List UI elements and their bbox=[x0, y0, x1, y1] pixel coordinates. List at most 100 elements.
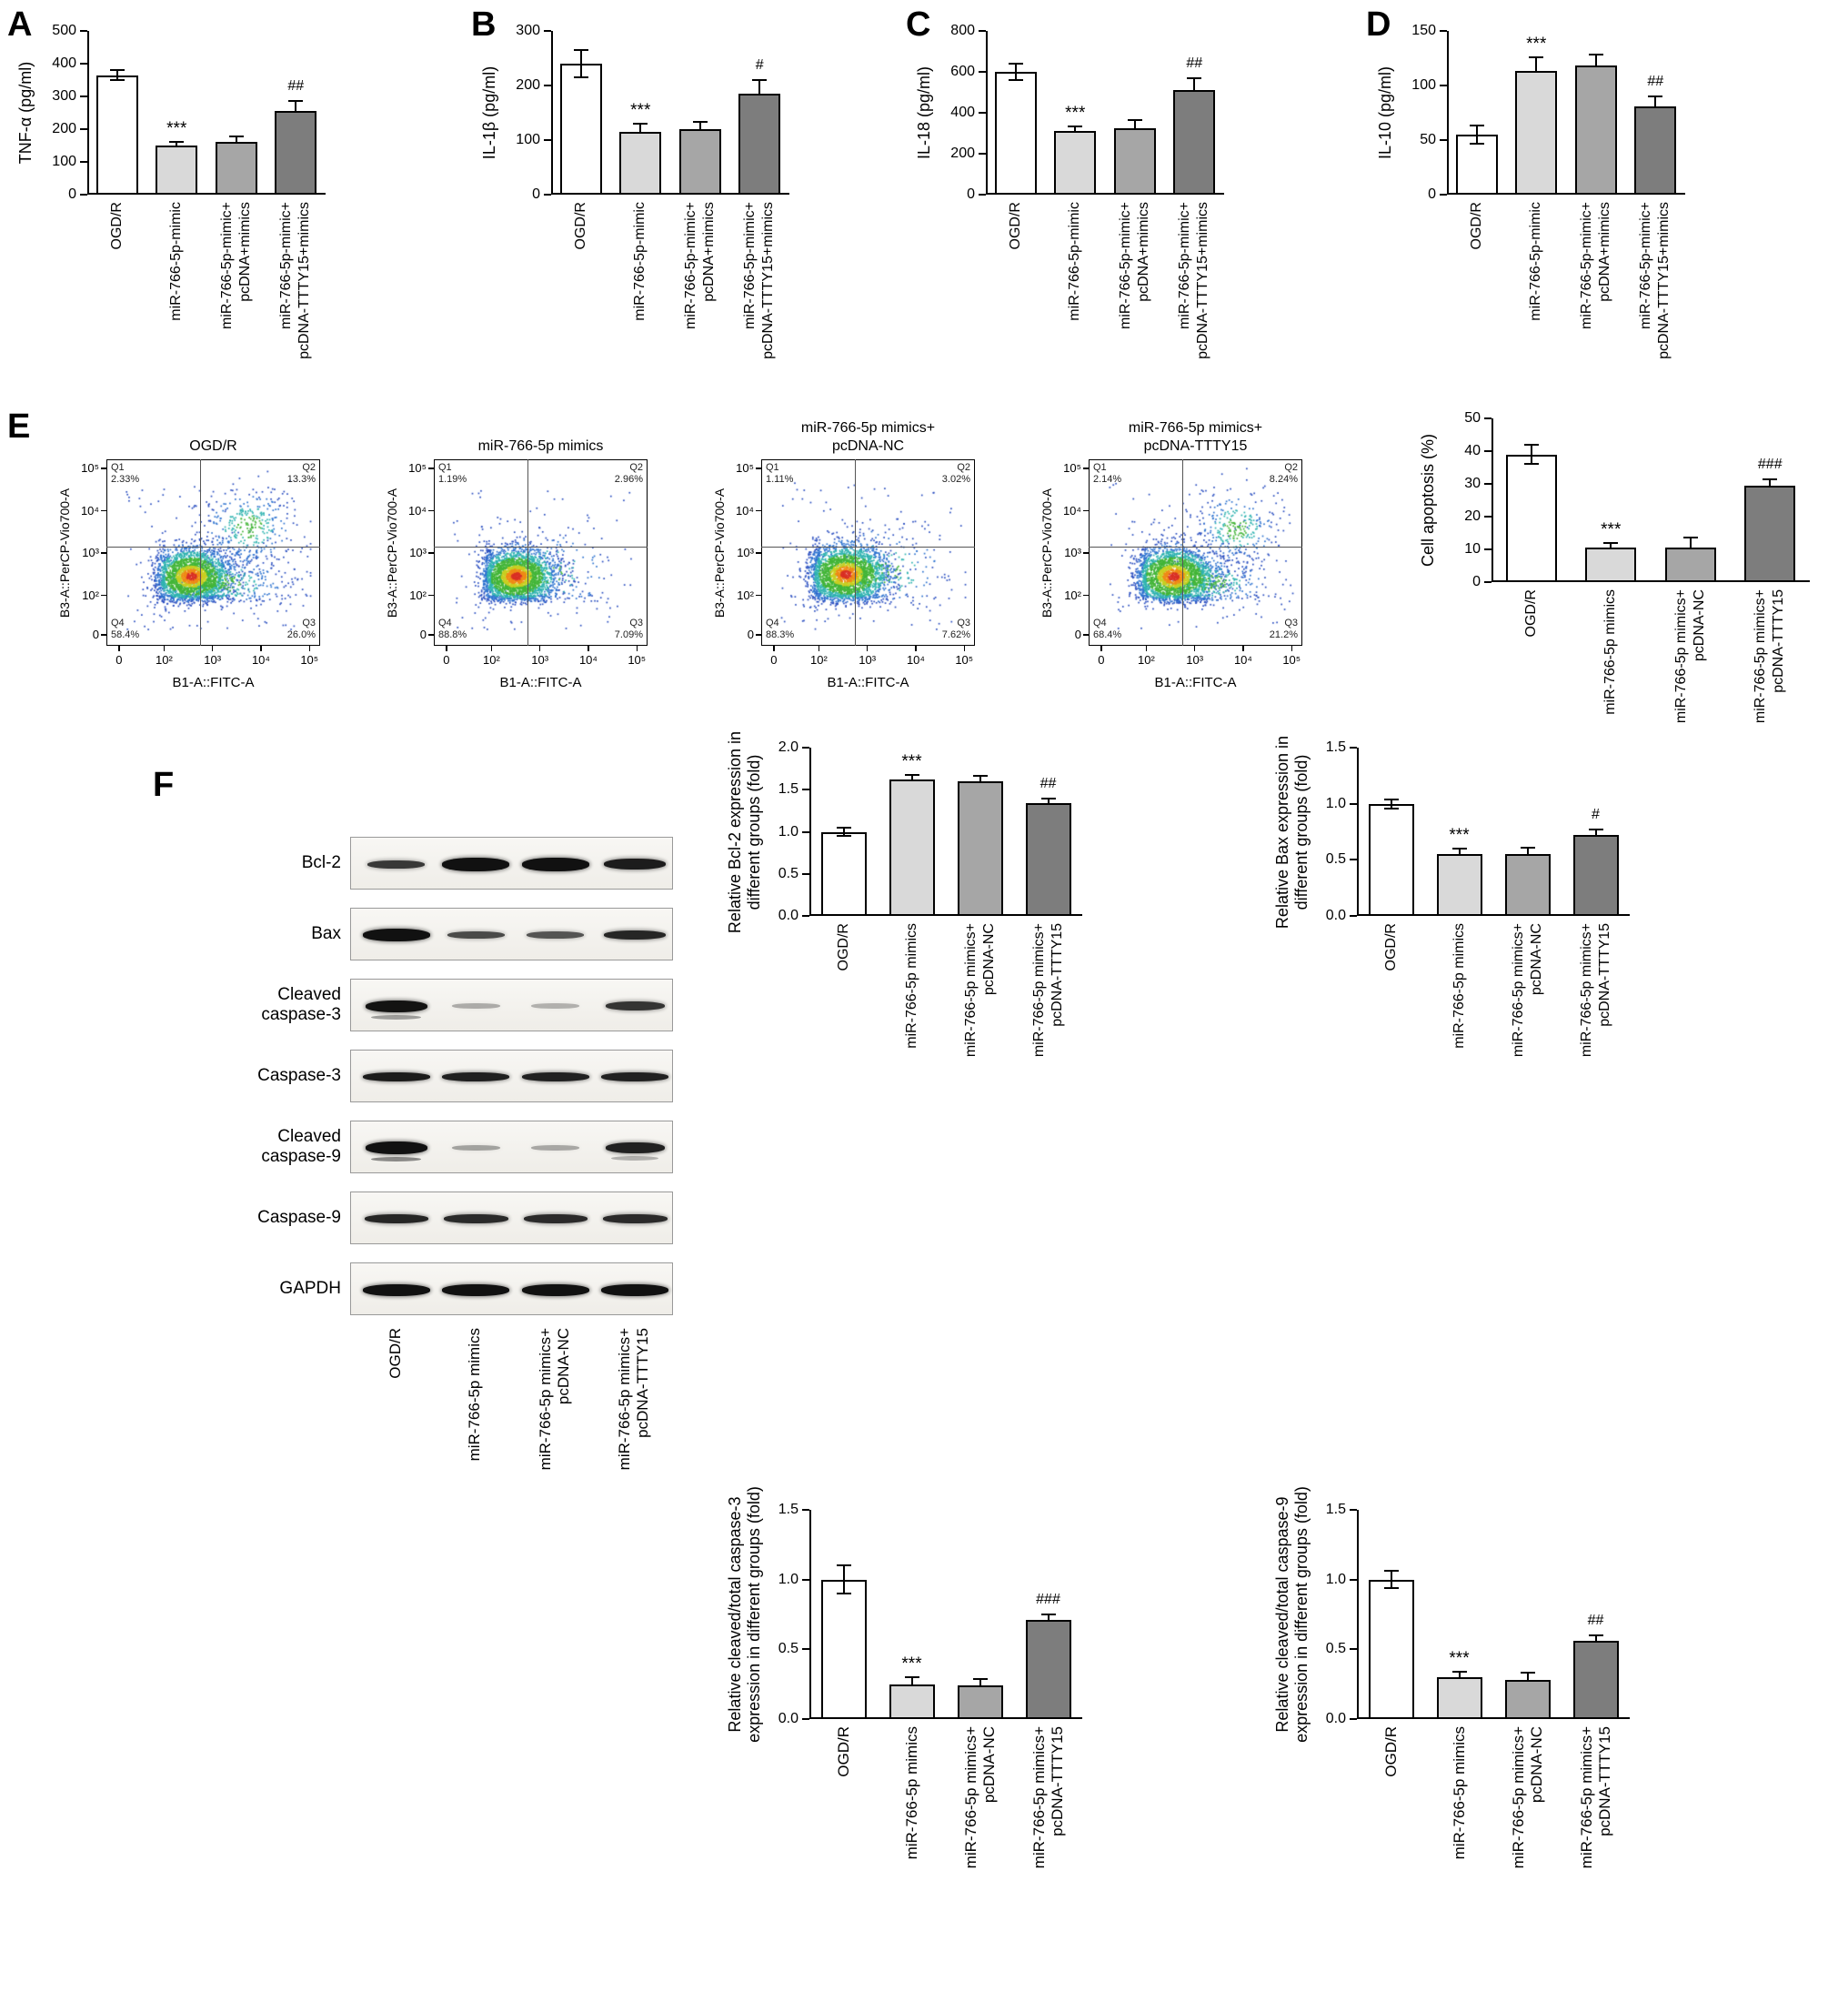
flow-y-tick-mark bbox=[1083, 594, 1089, 597]
x-category-label: miR-766-5p-mimic+ pcDNA-TTTY15+mimics bbox=[1176, 202, 1212, 388]
quadrant-label-line: Q1 bbox=[111, 462, 125, 473]
bar bbox=[1515, 71, 1558, 195]
quadrant-label-q4: Q4 68.4% bbox=[1093, 618, 1148, 641]
y-tick-mark bbox=[80, 161, 87, 163]
bar bbox=[1744, 485, 1796, 582]
flow-y-tick-mark bbox=[428, 552, 434, 554]
flow-y-tick-mark bbox=[756, 509, 761, 512]
x-category-label: OGD/R bbox=[572, 202, 590, 388]
y-tick-mark bbox=[802, 789, 809, 791]
error-bar bbox=[1047, 1614, 1050, 1621]
x-category-label-line: miR-766-5p mimics+ bbox=[1672, 589, 1689, 724]
y-axis-label: IL-18 (pg/ml) bbox=[915, 13, 934, 213]
significance-label: ### bbox=[1757, 456, 1783, 472]
x-category-label: miR-766-5p mimics+ pcDNA-TTTY15 bbox=[1030, 1726, 1067, 1922]
x-category-label-line: miR-766-5p mimics+ bbox=[1030, 923, 1047, 1058]
error-bar bbox=[842, 1565, 845, 1580]
error-bar-cap-top bbox=[633, 123, 648, 125]
y-axis-label-line: Cell apoptosis (%) bbox=[1419, 433, 1437, 568]
x-category-label-line: miR-766-5p-mimic+ bbox=[1638, 202, 1654, 330]
error-bar-lower bbox=[1014, 72, 1017, 80]
panel-a-bar-chart: 0 100 200 300 400 500 TNF-α (pg/ml) OGD/R *** miR… bbox=[16, 11, 444, 566]
quadrant-label-line: 1.11% bbox=[766, 474, 794, 485]
quadrant-label-line: 8.24% bbox=[1269, 474, 1298, 485]
blot-band bbox=[601, 1072, 669, 1081]
flow-x-tick-label: 0 bbox=[116, 653, 123, 667]
blot-band bbox=[451, 1003, 500, 1009]
error-bar bbox=[1074, 126, 1077, 132]
y-tick-mark bbox=[80, 194, 87, 196]
blot-band bbox=[365, 1000, 427, 1012]
y-tick-label: 100 bbox=[1411, 77, 1436, 93]
flow-y-axis-label: B3-A::PerCP-Vio700-A bbox=[712, 488, 727, 618]
plot-axes bbox=[809, 748, 1082, 916]
error-bar bbox=[295, 101, 297, 112]
x-category-label-line: OGD/R bbox=[572, 202, 588, 250]
x-category-label: miR-766-5p mimics bbox=[1451, 923, 1469, 1101]
significance-label: *** bbox=[630, 101, 651, 120]
bcl2-bar-chart: 0.0 0.5 1.0 1.5 2.0 Relative Bcl-2 expression… bbox=[718, 730, 1110, 1328]
quadrant-line-vertical bbox=[200, 459, 202, 646]
blot-lane-label-line: OGD/R bbox=[386, 1328, 404, 1379]
y-tick-label: 0 bbox=[967, 186, 975, 202]
significance-label: *** bbox=[1601, 519, 1622, 539]
x-category-label-line: pcDNA+mimics bbox=[236, 202, 253, 302]
flow-x-tick-label: 0 bbox=[1098, 653, 1105, 667]
quadrant-label-line: 13.3% bbox=[286, 474, 316, 485]
x-category-label-line: pcDNA-NC bbox=[1691, 589, 1707, 662]
y-axis-label-line: Relative cleaved/total caspase-3 bbox=[726, 1496, 744, 1733]
y-tick-label: 0 bbox=[1428, 186, 1436, 202]
quadrant-label-line: Q4 bbox=[1093, 618, 1107, 628]
significance-label: *** bbox=[1449, 826, 1470, 845]
flow-y-tick-mark bbox=[428, 468, 434, 469]
panel-b-letter: B bbox=[471, 5, 497, 44]
error-bar bbox=[1594, 830, 1597, 836]
y-tick-mark bbox=[1350, 747, 1357, 749]
y-tick-label: 0.5 bbox=[778, 865, 798, 881]
error-bar bbox=[1535, 56, 1538, 72]
y-axis-label-line: expression in different groups (fold) bbox=[745, 1486, 763, 1743]
y-tick-mark bbox=[1440, 139, 1447, 141]
error-bar-cap-bottom bbox=[1469, 142, 1484, 145]
quadrant-label-line: Q2 bbox=[302, 462, 316, 473]
significance-label: ### bbox=[1036, 1592, 1060, 1607]
flow-plot-title: miR-766-5p mimics bbox=[421, 437, 660, 456]
x-category-label-line: pcDNA-TTTY15 bbox=[1048, 1726, 1066, 1836]
flow-y-tick-mark bbox=[1083, 468, 1089, 469]
y-axis-label-line: Relative Bcl-2 expression in bbox=[726, 730, 744, 933]
flow-plot-title-line: pcDNA-TTTY15 bbox=[1143, 438, 1248, 454]
significance-label: # bbox=[755, 57, 764, 73]
bar bbox=[889, 779, 935, 916]
error-bar bbox=[1530, 444, 1532, 455]
error-bar-cap-top bbox=[692, 121, 708, 124]
x-category-label-line: pcDNA-TTTY15 bbox=[1595, 1726, 1613, 1836]
plot-axes bbox=[1357, 1510, 1630, 1719]
y-tick-label: 200 bbox=[950, 146, 975, 161]
flow-y-tick-label: 10⁴ bbox=[80, 503, 99, 518]
x-category-label-line: miR-766-5p mimics+ bbox=[1510, 923, 1526, 1058]
flow-plot-title-line: pcDNA-NC bbox=[831, 438, 905, 454]
flow-plot-title-line: miR-766-5p mimics+ bbox=[1128, 420, 1263, 436]
error-bar-cap-top bbox=[1008, 63, 1023, 65]
quadrant-label-line: 7.62% bbox=[941, 629, 970, 640]
caspase9-bar-chart: 0.0 0.5 1.0 1.5 Relative cleaved/total caspa… bbox=[1266, 1473, 1657, 2001]
significance-label: *** bbox=[901, 1654, 922, 1674]
plot-axes bbox=[1491, 418, 1810, 582]
flow-x-tick-label: 10² bbox=[156, 653, 173, 667]
y-tick-mark bbox=[1350, 1718, 1357, 1720]
x-category-label-line: miR-766-5p-mimic bbox=[1067, 202, 1083, 321]
bar bbox=[1572, 835, 1619, 916]
x-category-label-line: pcDNA-TTTY15+mimics bbox=[1656, 202, 1672, 359]
flow-y-tick-label: 0 bbox=[747, 627, 754, 641]
error-bar-cap-top bbox=[169, 140, 185, 143]
flow-x-tick-label: 10⁵ bbox=[955, 653, 974, 667]
y-tick-label: 0.0 bbox=[1325, 908, 1346, 923]
error-bar-cap-bottom bbox=[1523, 463, 1539, 466]
bar bbox=[1574, 65, 1617, 195]
panel-e-bar-chart: 0 10 20 30 40 50 Cell apoptosis (%) OGD/R *** miR… bbox=[1408, 407, 1848, 917]
quadrant-label-q1: Q1 2.14% bbox=[1093, 462, 1148, 486]
bar bbox=[1455, 135, 1498, 195]
y-tick-mark bbox=[1440, 30, 1447, 32]
quadrant-label-line: Q3 bbox=[302, 618, 316, 628]
quadrant-line-vertical bbox=[527, 459, 529, 646]
